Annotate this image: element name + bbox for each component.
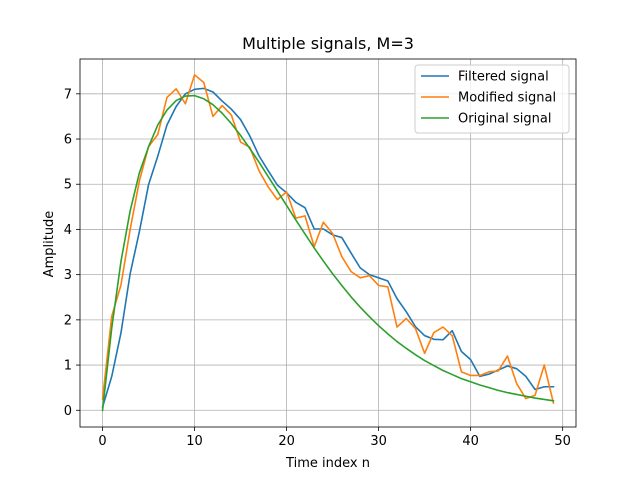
y-tick-label: 7 xyxy=(64,87,72,102)
plot-frame xyxy=(79,58,577,428)
y-tick-label: 6 xyxy=(64,133,72,148)
ticks: 0 10 20 30 40 50 0 1 2 3 4 5 6 7 xyxy=(64,87,571,449)
x-tick-label: 50 xyxy=(554,434,571,449)
x-tick-label: 0 xyxy=(98,434,106,449)
legend-label-3: Original signal xyxy=(458,112,551,127)
chart-title: Multiple signals, M=3 xyxy=(242,34,414,53)
y-tick-label: 5 xyxy=(64,178,72,193)
y-tick-label: 0 xyxy=(64,404,72,419)
x-tick-label: 10 xyxy=(186,434,203,449)
series-line-2 xyxy=(101,74,555,405)
y-tick-label: 3 xyxy=(64,268,72,283)
series-line-3 xyxy=(101,94,555,412)
legend: Filtered signal Modified signal Original s… xyxy=(414,64,570,134)
y-tick-label: 4 xyxy=(64,223,72,238)
series-line-1 xyxy=(101,87,555,409)
legend-label-1: Filtered signal xyxy=(458,70,549,85)
y-axis-label: Amplitude xyxy=(42,211,57,278)
y-tick-label: 1 xyxy=(64,359,72,374)
y-tick-label: 2 xyxy=(64,313,72,328)
legend-box xyxy=(414,64,570,134)
x-tick-label: 30 xyxy=(370,434,387,449)
grid xyxy=(80,59,576,427)
axes xyxy=(79,58,577,428)
x-axis-label: Time index n xyxy=(285,456,370,471)
series-lines xyxy=(101,74,555,412)
x-tick-label: 40 xyxy=(462,434,479,449)
legend-label-2: Modified signal xyxy=(458,91,556,106)
x-tick-label: 20 xyxy=(278,434,295,449)
